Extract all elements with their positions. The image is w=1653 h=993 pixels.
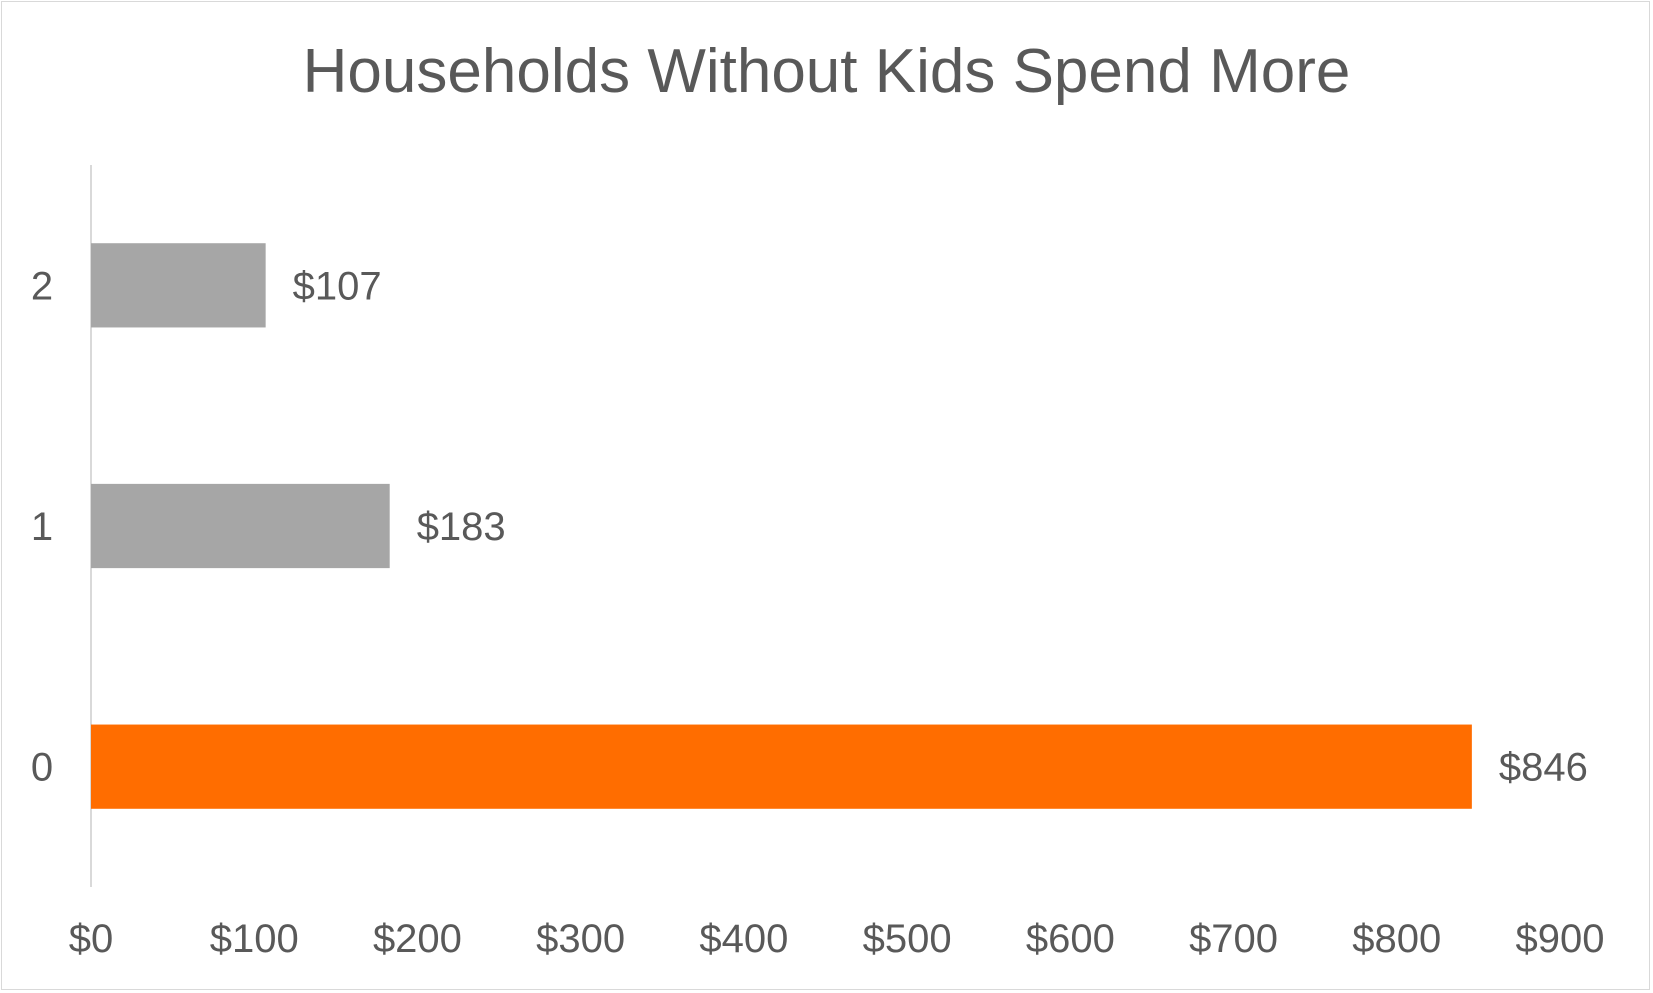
data-label-2: $107 — [293, 264, 382, 308]
y-tick-label-1: 1 — [31, 505, 53, 549]
x-tick-label-500: $500 — [863, 917, 952, 961]
x-tick-labels-group: $0 $100 $200 $300 $400 $500 $600 $700 $800 $900 — [69, 917, 1605, 961]
x-tick-label-200: $200 — [373, 917, 462, 961]
data-label-0: $846 — [1499, 746, 1588, 790]
bar-0 — [91, 724, 1472, 809]
bar-2 — [91, 243, 266, 328]
x-tick-label-700: $700 — [1189, 917, 1278, 961]
x-tick-label-400: $400 — [699, 917, 788, 961]
x-tick-label-0: $0 — [69, 917, 114, 961]
data-labels-group: $846 $183 $107 — [293, 264, 1588, 789]
x-tick-label-800: $800 — [1352, 917, 1441, 961]
chart-title: Households Without Kids Spend More — [302, 37, 1351, 106]
y-tick-labels-group: 0 1 2 — [31, 264, 53, 789]
bar-1 — [91, 483, 390, 569]
x-tick-label-900: $900 — [1516, 917, 1605, 961]
x-tick-label-300: $300 — [536, 917, 625, 961]
x-tick-label-100: $100 — [210, 917, 299, 961]
y-tick-label-2: 2 — [31, 264, 53, 308]
x-tick-label-600: $600 — [1026, 917, 1115, 961]
y-tick-label-0: 0 — [31, 746, 53, 790]
bars-group — [91, 243, 1472, 809]
data-label-1: $183 — [417, 505, 506, 549]
